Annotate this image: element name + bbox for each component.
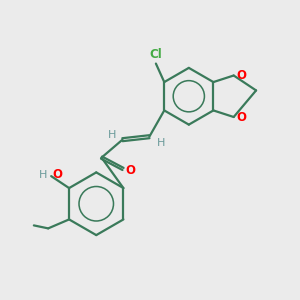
Text: H: H [107,130,116,140]
Text: O: O [53,168,63,181]
Text: Cl: Cl [149,48,162,61]
Text: H: H [157,138,165,148]
Text: O: O [125,164,135,177]
Text: O: O [236,69,246,82]
Text: H: H [39,169,48,180]
Text: O: O [236,110,246,124]
